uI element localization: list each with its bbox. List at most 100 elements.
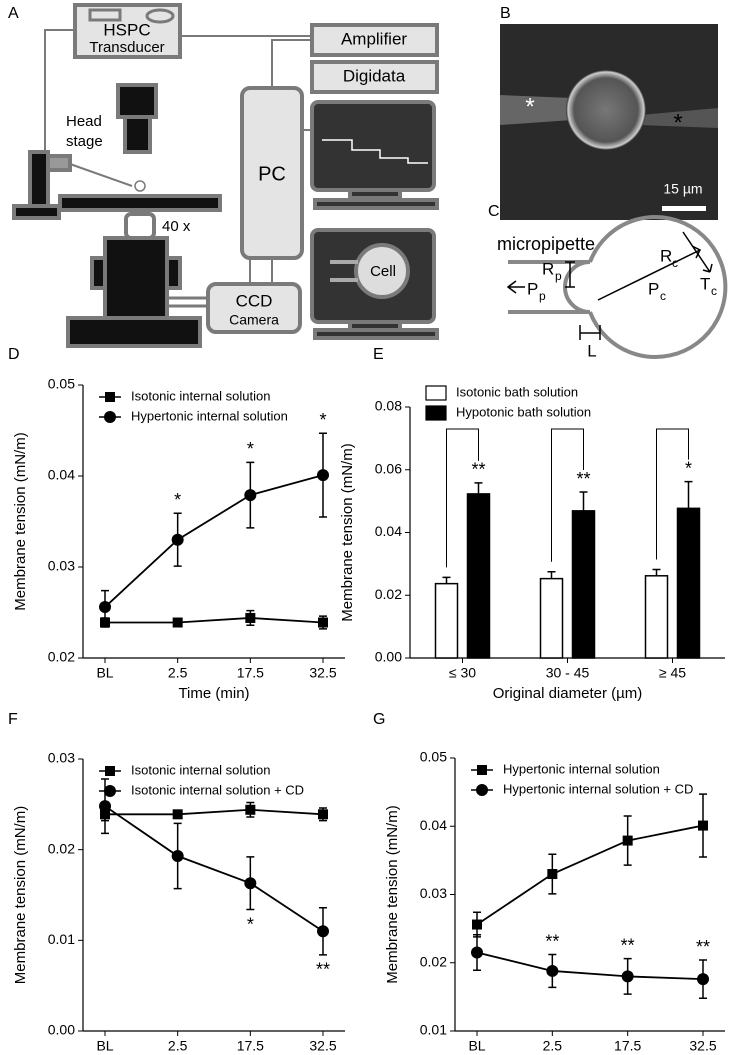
y-tick-label: 0.02 [48, 649, 75, 665]
monitor-base [313, 198, 439, 210]
label: Cell [370, 263, 396, 280]
y-tick-label: 0.04 [48, 467, 75, 483]
marker [698, 820, 708, 831]
icon [88, 8, 122, 22]
label: Camera [229, 312, 279, 328]
marker [317, 469, 329, 482]
bar [466, 493, 491, 659]
y-tick-label: 0.03 [48, 750, 75, 766]
panel-label: B [500, 5, 511, 22]
arrows [506, 231, 713, 340]
label: R [660, 246, 672, 265]
legend-label: Hypotonic bath solution [456, 404, 591, 419]
series-line [476, 951, 704, 981]
series-line [104, 474, 324, 608]
x-tick-label: 32.5 [689, 1038, 716, 1054]
legend-swatch [425, 385, 447, 401]
x-axis-label: Original diameter (µm) [493, 685, 643, 702]
x-tick-label: ≤ 30 [449, 665, 476, 681]
marker [472, 919, 482, 930]
y-axis-label: Membrane tension (mN/m) [384, 805, 401, 983]
marker [172, 809, 183, 820]
x-tick-label: 32.5 [309, 1038, 336, 1054]
bar [571, 510, 596, 659]
y-tick-label: 0.04 [375, 523, 402, 539]
significance: ** [696, 937, 710, 957]
y-tick-label: 0.02 [420, 953, 447, 969]
marker [547, 869, 558, 880]
marker [697, 973, 709, 986]
label: Amplifier [341, 29, 407, 48]
error-bar [579, 491, 588, 511]
marker [99, 601, 111, 614]
label: Digidata [343, 66, 406, 85]
label: P [527, 279, 538, 298]
marker [245, 612, 256, 623]
bar [676, 507, 701, 659]
marker: * [525, 93, 534, 120]
digidata-box [310, 60, 439, 94]
y-tick-label: 0.02 [48, 840, 75, 856]
marker [172, 617, 183, 628]
charts: D 0.02 0.03 0.04 0.05 Membrane tension (mN/m)… [8, 346, 725, 1054]
legend-label: Hypertonic internal solution [131, 408, 288, 423]
wire [44, 29, 312, 284]
marker [171, 850, 184, 863]
x-tick-label: 30 - 45 [546, 665, 590, 681]
label: c [672, 256, 678, 270]
legend-label: Hypertonic internal solution [503, 761, 660, 776]
error-bar [474, 482, 483, 494]
label: 40 x [162, 218, 191, 235]
label: P [648, 279, 659, 298]
legend-marker [104, 411, 116, 423]
label: T [700, 274, 710, 293]
label: p [539, 289, 546, 303]
significance: ** [471, 460, 485, 480]
x-tick-label: ≥ 45 [659, 665, 686, 681]
marker [622, 835, 633, 846]
series-line [104, 805, 324, 933]
y-tick-label: 0.05 [420, 749, 447, 765]
y-tick-label: 0.08 [375, 398, 402, 414]
bar [434, 582, 459, 659]
significance: ** [576, 469, 590, 489]
y-tick-label: 0.01 [48, 931, 75, 947]
significance: * [247, 439, 254, 459]
x-tick-label: 2.5 [168, 1038, 188, 1054]
head-stage [116, 83, 158, 119]
error-bar [442, 576, 451, 584]
marker [171, 533, 184, 546]
legend-label: Hypertonic internal solution + CD [503, 781, 693, 796]
significance: ** [621, 935, 635, 955]
x-axis-label: Time (min) [178, 685, 249, 702]
x-tick-label: BL [96, 1038, 113, 1054]
icon [145, 8, 175, 24]
bracket [446, 428, 479, 568]
label: R [542, 259, 554, 278]
error-bar [547, 570, 556, 579]
legend-label: Isotonic internal solution [131, 762, 270, 777]
pc-box [240, 86, 304, 260]
x-tick-label: 17.5 [237, 665, 264, 681]
panel-label: A [8, 5, 19, 22]
marker [244, 877, 257, 890]
significance: * [685, 458, 692, 478]
marker [546, 964, 559, 977]
label: Head [66, 113, 102, 130]
legend-marker [104, 785, 116, 797]
label: micropipette [497, 234, 595, 254]
knob [90, 256, 107, 290]
bracket [656, 428, 689, 560]
y-axis-label: Membrane tension (mN/m) [12, 432, 29, 610]
trace [322, 139, 428, 164]
legend-marker [105, 392, 115, 402]
marker: * [673, 109, 682, 136]
pipette [508, 260, 590, 314]
y-tick-label: 0.00 [48, 1022, 75, 1038]
marker [99, 800, 111, 813]
panel-a: A HSPC Transducer Head stage Amplifier D… [8, 3, 439, 348]
label: Transducer [89, 39, 164, 56]
marker [318, 809, 328, 820]
y-axis-label: Membrane tension (mN/m) [12, 806, 29, 984]
